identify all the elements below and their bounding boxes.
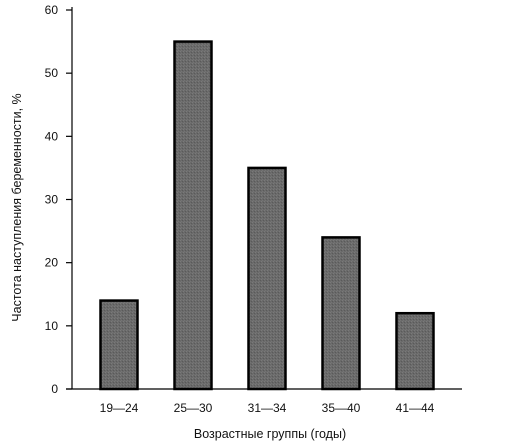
- bars: [99, 40, 435, 391]
- bar: [321, 236, 361, 391]
- x-axis-title: Возрастные группы (годы): [194, 427, 346, 441]
- y-axis-ticks: 0 10 20 30 40 50 60: [45, 3, 72, 396]
- bar: [173, 40, 213, 391]
- x-tick-label: 35—40: [322, 401, 361, 415]
- y-tick-label: 50: [45, 66, 59, 80]
- bar: [395, 311, 435, 391]
- x-axis-ticks: 19—24 25—30 31—34 35—40 41—44: [100, 401, 435, 415]
- bar: [247, 166, 287, 391]
- y-axis-title: Частота наступления беременности, %: [10, 93, 24, 321]
- x-tick-label: 31—34: [248, 401, 287, 415]
- y-tick-label: 60: [45, 3, 59, 17]
- y-tick-label: 30: [45, 193, 59, 207]
- y-tick-label: 20: [45, 256, 59, 270]
- x-tick-label: 25—30: [174, 401, 213, 415]
- y-tick-label: 40: [45, 129, 59, 143]
- bar: [99, 299, 139, 391]
- x-tick-label: 41—44: [396, 401, 435, 415]
- y-tick-label: 0: [51, 382, 58, 396]
- x-tick-label: 19—24: [100, 401, 139, 415]
- y-tick-label: 10: [45, 319, 59, 333]
